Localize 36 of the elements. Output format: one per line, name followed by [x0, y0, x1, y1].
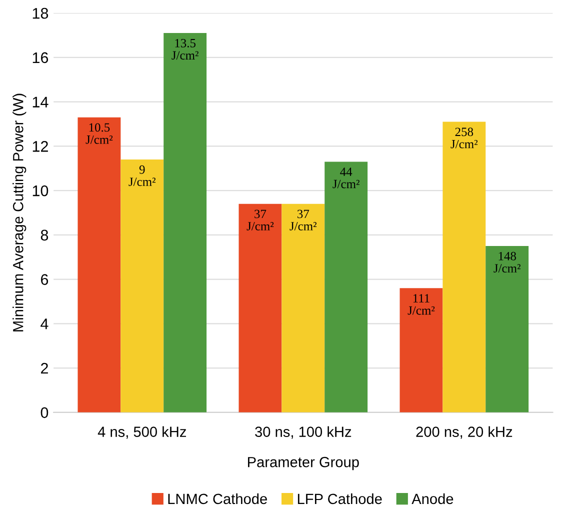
y-tick-label: 18 — [32, 8, 48, 19]
y-axis-title: Minimum Average Cutting Power (W) — [12, 94, 26, 332]
y-tick-label: 0 — [40, 407, 48, 418]
bar — [282, 204, 325, 412]
annotation: 13.5 J/cm² — [172, 38, 198, 60]
annotation: 148 J/cm² — [494, 252, 520, 273]
bar — [164, 33, 207, 412]
annotation: 10.5 J/cm² — [86, 123, 113, 144]
bar — [324, 162, 368, 412]
bar — [238, 204, 282, 412]
bar — [120, 159, 164, 412]
bar — [78, 117, 121, 412]
y-tick-label: 10 — [32, 185, 48, 196]
annotation: 9 J/cm² — [128, 165, 156, 186]
annotation: 111 J/cm² — [408, 294, 435, 315]
y-tick-label: 14 — [32, 96, 48, 108]
bar — [442, 122, 486, 412]
legend-label: Anode — [412, 493, 454, 504]
annotation: 37 J/cm² — [290, 210, 317, 230]
x-axis-title: Parameter Group — [248, 456, 359, 470]
y-tick-label: 6 — [41, 274, 48, 285]
x-tick-label: 4 ns, 500 kHz — [98, 426, 186, 439]
x-tick-label: 200 ns, 20 kHz — [416, 426, 512, 439]
bar — [400, 288, 443, 412]
y-tick-label: 8 — [40, 230, 48, 241]
annotation: 37 J/cm² — [246, 210, 274, 230]
x-tick-label: 30 ns, 100 kHz — [255, 426, 352, 439]
y-tick-label: 2 — [40, 362, 48, 374]
annotation: 258 J/cm² — [450, 128, 478, 148]
bar — [486, 246, 529, 412]
y-tick-label: 4 — [40, 318, 48, 330]
legend-label: LNMC Cathode — [168, 493, 267, 504]
legend-label: LFP Cathode — [298, 493, 382, 504]
y-tick-label: 16 — [32, 52, 48, 64]
annotation: 44 J/cm² — [332, 168, 360, 188]
y-tick-label: 12 — [32, 141, 48, 152]
